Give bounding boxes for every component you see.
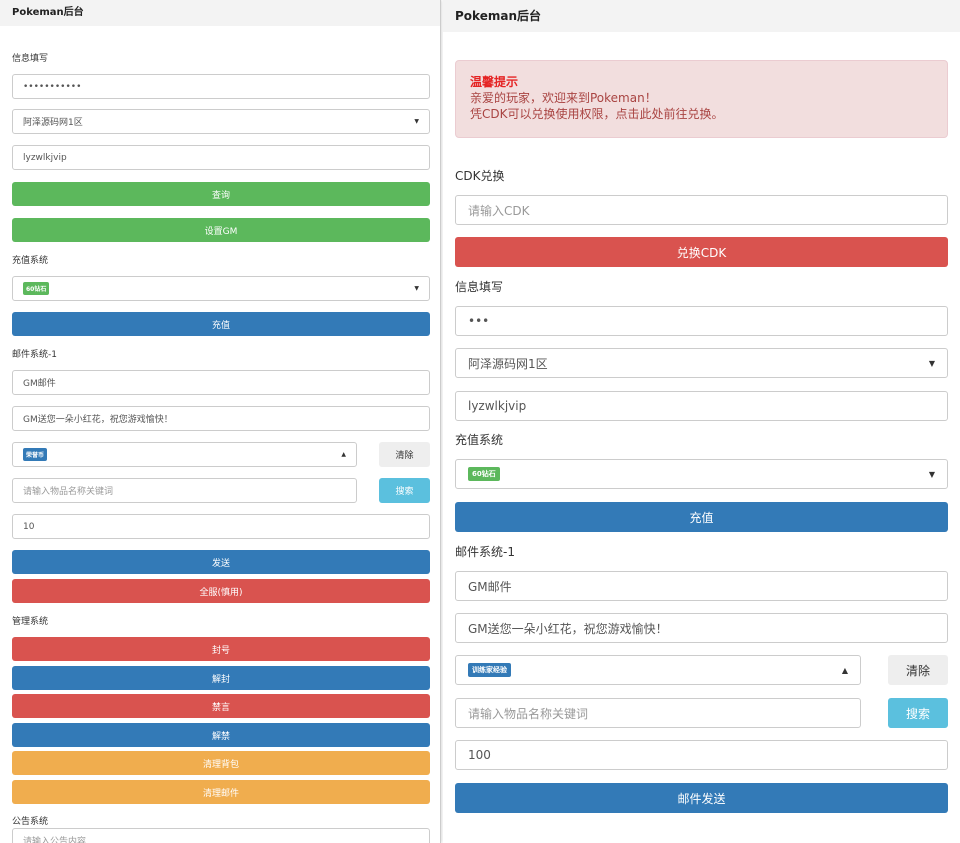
alert-line-1: 亲爱的玩家，欢迎来到Pokeman！	[470, 91, 657, 105]
send-mail-button[interactable]: 发送	[12, 550, 430, 574]
chevron-down-icon: ▼	[928, 469, 935, 479]
all-server-mail-button[interactable]: 全服(慎用)	[12, 579, 430, 603]
notice-alert: 温馨提示 亲爱的玩家，欢迎来到Pokeman！ 凭CDK可以兑换使用权限，点击此…	[455, 60, 948, 138]
app-title: Pokeman后台	[443, 0, 960, 32]
notice-section-label: 公告系统	[12, 817, 49, 827]
recharge-item-select[interactable]: 60钻石 ▼	[455, 459, 948, 489]
alert-heading: 温馨提示	[470, 75, 519, 89]
account-input[interactable]: lyzwlkjvip	[455, 391, 948, 421]
password-input[interactable]: •••	[455, 306, 948, 336]
recharge-section-label: 充值系统	[12, 256, 49, 266]
mail-clear-button[interactable]: 清除	[379, 442, 430, 467]
admin-panel-left: Pokeman后台 信息填写 ••••••••••• 阿泽源码网1区 ▼ lyz…	[0, 0, 441, 843]
recharge-item-select[interactable]: 60钻石 ▼	[12, 276, 430, 301]
mail-clear-button[interactable]: 清除	[888, 655, 948, 685]
clear-bag-button[interactable]: 清理背包	[12, 751, 430, 775]
alert-line-2[interactable]: 凭CDK可以兑换使用权限，点击此处前往兑换。	[470, 107, 724, 121]
mail-content-input[interactable]: GM送您一朵小红花，祝您游戏愉快！	[12, 406, 430, 431]
quantity-input[interactable]: 10	[12, 514, 430, 539]
item-search-input[interactable]: 请输入物品名称关键词	[12, 478, 357, 503]
info-section-label: 信息填写	[455, 280, 504, 294]
cdk-section-label: CDK兑换	[455, 169, 505, 183]
password-input[interactable]: •••••••••••	[12, 74, 430, 99]
account-input[interactable]: lyzwlkjvip	[12, 145, 430, 170]
send-mail-button[interactable]: 邮件发送	[455, 783, 948, 813]
item-search-input[interactable]: 请输入物品名称关键词	[455, 698, 861, 728]
quantity-input[interactable]: 100	[455, 740, 948, 770]
recharge-item-badge: 60钻石	[468, 467, 500, 481]
chevron-up-icon: ▲	[341, 451, 346, 458]
mail-section-label: 邮件系统-1	[455, 545, 515, 559]
recharge-button[interactable]: 充值	[455, 502, 948, 532]
mail-item-badge: 训练家经验	[468, 663, 511, 677]
item-search-button[interactable]: 搜索	[379, 478, 430, 503]
mute-button[interactable]: 禁言	[12, 694, 430, 718]
notice-input[interactable]: 请输入公告内容	[12, 828, 430, 843]
mail-item-select[interactable]: 荣誉币 ▲	[12, 442, 357, 467]
recharge-section-label: 充值系统	[455, 433, 504, 447]
mail-title-input[interactable]: GM邮件	[12, 370, 430, 395]
info-section-label: 信息填写	[12, 54, 49, 64]
chevron-down-icon: ▼	[928, 358, 935, 368]
server-select-value: 阿泽源码网1区	[23, 118, 83, 128]
app-title: Pokeman后台	[0, 0, 440, 26]
mail-item-select[interactable]: 训练家经验 ▲	[455, 655, 861, 685]
mail-section-label: 邮件系统-1	[12, 350, 57, 360]
mail-title-input[interactable]: GM邮件	[455, 571, 948, 601]
query-button[interactable]: 查询	[12, 182, 430, 206]
mail-item-badge: 荣誉币	[23, 448, 48, 461]
set-gm-button[interactable]: 设置GM	[12, 218, 430, 242]
chevron-down-icon: ▼	[414, 285, 419, 292]
mail-content-input[interactable]: GM送您一朵小红花，祝您游戏愉快！	[455, 613, 948, 643]
chevron-down-icon: ▼	[414, 118, 419, 125]
server-select[interactable]: 阿泽源码网1区 ▼	[12, 109, 430, 134]
unmute-button[interactable]: 解禁	[12, 723, 430, 747]
manage-section-label: 管理系统	[12, 617, 49, 627]
clear-mail-button[interactable]: 清理邮件	[12, 780, 430, 804]
redeem-cdk-button[interactable]: 兑换CDK	[455, 237, 948, 267]
recharge-button[interactable]: 充值	[12, 312, 430, 336]
chevron-up-icon: ▲	[841, 665, 848, 675]
unban-button[interactable]: 解封	[12, 666, 430, 690]
item-search-button[interactable]: 搜索	[888, 698, 948, 728]
admin-panel-right: Pokeman后台 温馨提示 亲爱的玩家，欢迎来到Pokeman！ 凭CDK可以…	[443, 0, 960, 843]
server-select[interactable]: 阿泽源码网1区 ▼	[455, 348, 948, 378]
cdk-input[interactable]: 请输入CDK	[455, 195, 948, 225]
recharge-item-badge: 60钻石	[23, 282, 50, 295]
ban-button[interactable]: 封号	[12, 637, 430, 661]
server-select-value: 阿泽源码网1区	[468, 356, 548, 371]
